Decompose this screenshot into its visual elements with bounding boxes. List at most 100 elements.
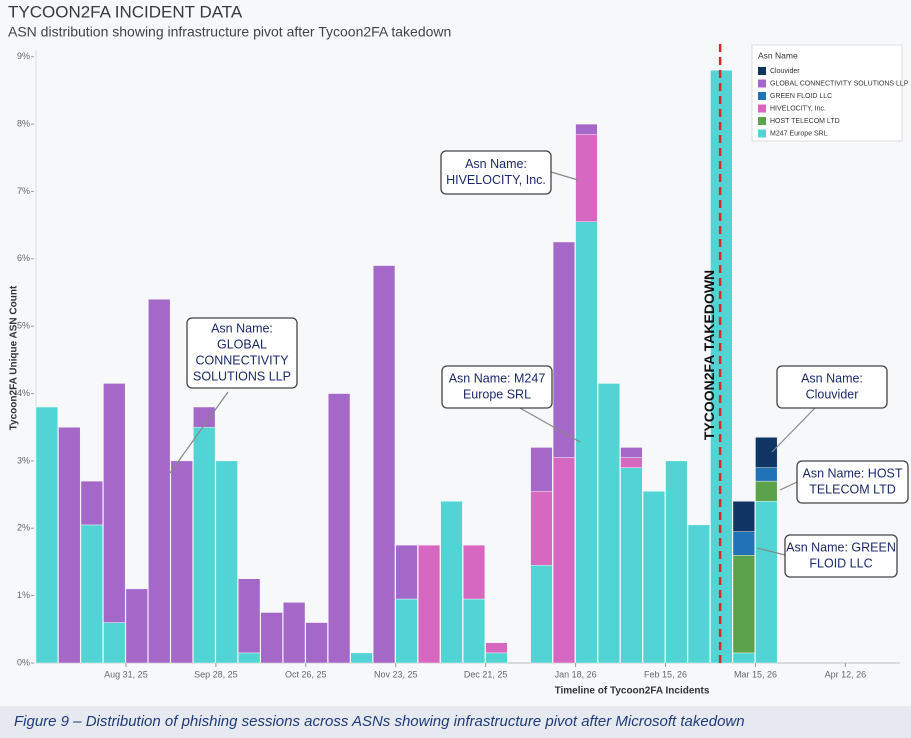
x-axis-label: Timeline of Tycoon2FA Incidents: [555, 686, 710, 697]
legend-swatch: [758, 117, 766, 125]
bar-segment: [755, 437, 778, 468]
legend-label: Clouvider: [770, 68, 800, 75]
callout-text: Asn Name:: [465, 157, 527, 171]
bar-segment: [732, 652, 755, 664]
bar-segment: [170, 460, 193, 664]
legend-swatch: [758, 79, 766, 88]
legend-swatch: [758, 129, 766, 138]
chart-title: TYCOON2FA INCIDENT DATA: [8, 2, 243, 21]
y-tick-label: 8%: [17, 118, 30, 128]
legend-label: HOST TELECOM LTD: [770, 118, 840, 125]
legend-label: GLOBAL CONNECTIVITY SOLUTIONS LLP: [770, 80, 909, 87]
callout-text: SOLUTIONS LLP: [193, 369, 291, 383]
bar-segment: [238, 578, 261, 654]
legend-swatch: [758, 92, 766, 100]
legend-label: HIVELOCITY, Inc.: [770, 105, 826, 112]
bar-segment: [193, 427, 216, 664]
bar-segment: [552, 457, 575, 664]
y-tick-label: 2%: [17, 523, 30, 533]
legend-box: [751, 44, 903, 142]
x-tick-label: Jan 18, 26: [555, 669, 597, 679]
callout-text: Asn Name: M247: [449, 371, 546, 385]
x-tick-label: Feb 15, 26: [644, 669, 687, 679]
bar-segment: [530, 447, 553, 492]
bar-segment: [575, 221, 598, 664]
bar-segment: [597, 383, 620, 664]
bar-segment: [485, 642, 508, 654]
caption-band: [0, 706, 911, 738]
callout-text: HIVELOCITY, Inc.: [446, 173, 546, 187]
y-tick-label: 3%: [17, 455, 30, 465]
x-tick-label: Nov 23, 25: [374, 669, 418, 679]
bar-segment: [620, 467, 643, 664]
callout-leader: [779, 481, 798, 491]
bar-segment: [80, 524, 103, 664]
bar-segment: [193, 406, 216, 428]
y-tick-label: 7%: [17, 186, 30, 196]
legend-label: M247 Europe SRL: [770, 130, 828, 137]
bar-segment: [283, 602, 306, 664]
callout-text: FLOID LLC: [809, 556, 872, 570]
y-tick-label: 6%: [17, 253, 30, 263]
x-tick-label: Sep 28, 25: [194, 669, 238, 679]
bar-segment: [148, 299, 171, 664]
y-tick-label: 5%: [17, 321, 30, 331]
legend-swatch: [758, 104, 766, 113]
bar-segment: [103, 383, 126, 623]
bar-segment: [440, 501, 463, 664]
chart-subtitle: ASN distribution showing infrastructure …: [8, 24, 451, 40]
callout-leader: [169, 391, 229, 474]
bar-segment: [530, 565, 553, 664]
callout-box: [796, 460, 909, 504]
callout-text: CONNECTIVITY: [195, 353, 289, 367]
bar-segment: [238, 652, 261, 664]
bar-segment: [620, 447, 643, 458]
x-tick-label: Oct 26, 25: [285, 669, 327, 679]
legend-swatch: [758, 67, 766, 75]
caption: Figure 9 – Distribution of phishing sess…: [14, 713, 745, 730]
callout-box: [441, 365, 553, 409]
bar-segment: [395, 598, 418, 664]
callout-text: TELECOM LTD: [809, 482, 896, 496]
callout-text: Asn Name: GREEN: [786, 540, 896, 554]
bar-segment: [575, 134, 598, 222]
callout-text: Asn Name:: [801, 371, 863, 385]
bar-segment: [755, 480, 778, 502]
bar-segment: [552, 241, 575, 458]
bar-segment: [755, 467, 778, 482]
y-tick-label: 9%: [17, 51, 30, 61]
bar-segment: [642, 491, 665, 664]
callout-leader: [519, 407, 581, 443]
bar-segment: [103, 622, 126, 664]
callout-text: Europe SRL: [463, 387, 531, 401]
callout-text: GLOBAL: [217, 337, 267, 351]
bar-segment: [732, 531, 755, 556]
bar-segment: [418, 544, 441, 664]
callout-text: Clouvider: [806, 387, 859, 401]
bar-segment: [462, 598, 486, 664]
bar-segment: [373, 265, 396, 664]
bar-segment: [305, 622, 328, 664]
legend-title: Asn Name: [758, 50, 798, 60]
callout-box: [784, 534, 898, 578]
callout-leader: [550, 171, 579, 181]
y-tick-label: 0%: [17, 657, 30, 667]
bar-segment: [462, 544, 486, 600]
bar-segment: [687, 524, 710, 664]
bar-segment: [260, 612, 283, 664]
bar-segment: [125, 588, 148, 664]
bar-segment: [328, 393, 351, 664]
x-tick-label: Dec 21, 25: [464, 669, 508, 679]
bar-segment: [485, 652, 508, 664]
callout-box: [776, 365, 888, 409]
bar-segment: [755, 501, 778, 664]
y-tick-label: 1%: [17, 590, 30, 600]
bar-segment: [665, 460, 688, 664]
bar-segment: [80, 480, 103, 526]
callout-leader: [771, 407, 816, 453]
bar-segment: [350, 652, 373, 664]
bar-segment: [732, 501, 755, 532]
bar-segment: [35, 406, 58, 664]
bar-segment: [58, 427, 81, 664]
